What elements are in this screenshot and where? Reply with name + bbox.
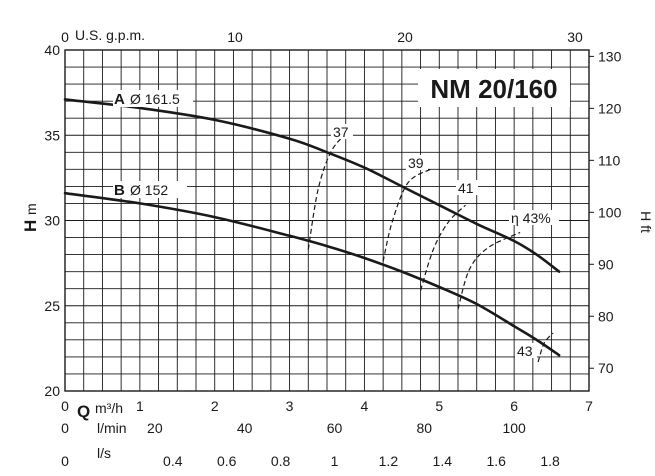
flow-lmin-ticks: 0 20 40 60 80 100 [61,420,526,436]
head-m-tick-label: 20 [44,383,60,399]
head-ft-tick-label: 100 [598,204,622,220]
flow-lmin-tick-label: 60 [327,420,343,436]
head-ft-tick-label: 110 [598,152,621,168]
eff-43pct-label-bg [509,210,559,225]
head-ft-tick-label: 90 [598,256,614,272]
flow-ls-tick-label: 0.6 [217,453,237,469]
flow-m3h-tick-label: 1 [136,398,144,414]
flow-m3h-tick-label: 4 [361,398,369,414]
eff-37-label-bg [331,124,353,139]
series-a-diameter: Ø 161.5 [130,91,180,107]
usgpm-tick-label: 10 [227,29,243,45]
flow-lmin-tick-label: 100 [502,420,526,436]
head-m-tick-label: 25 [44,298,60,314]
flow-m3h-tick-label: 2 [211,398,219,414]
series-a-line [63,98,561,273]
ls-axis-label: l/s [97,445,111,461]
flow-m3h-tick-label: 7 [585,398,593,414]
efficiency-curve-2 [382,168,431,262]
series-b-diameter: Ø 152 [130,182,168,198]
efficiency-curve-3 [420,204,466,291]
efficiency-curve-5 [537,332,554,363]
flow-axis-unit: m³/h [95,400,123,416]
head-ft-tick-label: 70 [598,360,614,376]
eff-37-label: 37 [333,124,349,140]
usgpm-axis-label: U.S. g.p.m. [75,27,145,43]
plot-frame [64,49,590,392]
usgpm-tick-label: 30 [567,29,583,45]
head-m-ticks: 20 25 30 35 40 [44,42,60,399]
series-b-label-bg [113,181,187,198]
flow-m3h-tick-label: 5 [435,398,443,414]
flow-lmin-tick-label: 0 [61,420,69,436]
lmin-axis-label: l/min [97,420,127,436]
flow-ls-tick-label: 1.6 [486,453,506,469]
usgpm-tick-label: 0 [61,29,69,45]
eff-39-label: 39 [408,155,424,171]
flow-label-bg [74,400,132,420]
series-b-name: B [114,182,125,199]
head-m-tick-label: 30 [44,213,60,229]
series-a-name: A [114,91,125,108]
eff-43-label-bg [515,343,537,358]
head-m-tick-label: 35 [44,127,60,143]
flow-axis-symbol: Q [77,402,90,421]
flow-ls-tick-label: 0.8 [271,453,291,469]
head-ft-tick-label: 80 [598,308,614,324]
flow-m3h-tick-label: 3 [286,398,294,414]
flow-ls-tick-label: 1.8 [540,453,560,469]
head-ft-tick-label: 120 [598,100,622,116]
efficiency-curve-4 [457,231,521,310]
flow-lmin-tick-label: 20 [147,420,163,436]
head-m-axis-unit: m [23,203,39,215]
eff-43pct-label: η 43% [511,210,551,226]
head-ft-ticks: 70 80 90 100 110 120 130 [589,48,622,376]
flow-ls-tick-label: 1.2 [379,453,399,469]
head-m-axis-symbol: H [21,220,40,232]
flow-ls-tick-label: 1 [331,453,339,469]
head-ft-axis-label: H ft [638,211,654,233]
efficiency-curve-1 [307,133,347,250]
flow-ls-tick-label: 0.4 [163,453,183,469]
eff-41-label: 41 [458,180,474,196]
usgpm-tick-label: 20 [397,29,413,45]
eff-43-label: 43 [517,343,533,359]
flow-m3h-tick-label: 0 [61,398,69,414]
flow-lmin-tick-label: 40 [237,420,253,436]
chart-title: NM 20/160 [430,74,557,104]
flow-lmin-tick-label: 80 [417,420,433,436]
usgpm-label-bg [72,28,162,43]
flow-ls-tick-label: 0 [61,453,69,469]
flow-m3h-ticks: 0 1 2 3 4 5 6 7 [61,398,593,414]
flow-ls-tick-label: 1.4 [433,453,453,469]
eff-41-label-bg [456,180,478,195]
series-a-label-bg [113,90,193,107]
title-background [418,69,570,107]
usgpm-ticks: 0 10 20 30 [61,29,583,45]
curves-layer [63,98,561,363]
head-ft-tick-label: 130 [598,48,622,64]
eff-39-label-bg [406,155,428,170]
series-b-line [63,191,561,357]
flow-ls-ticks: 0 0.4 0.6 0.8 1 1.2 1.4 1.6 1.8 [61,453,560,469]
head-m-tick-label: 40 [44,42,60,58]
flow-m3h-tick-label: 6 [510,398,518,414]
